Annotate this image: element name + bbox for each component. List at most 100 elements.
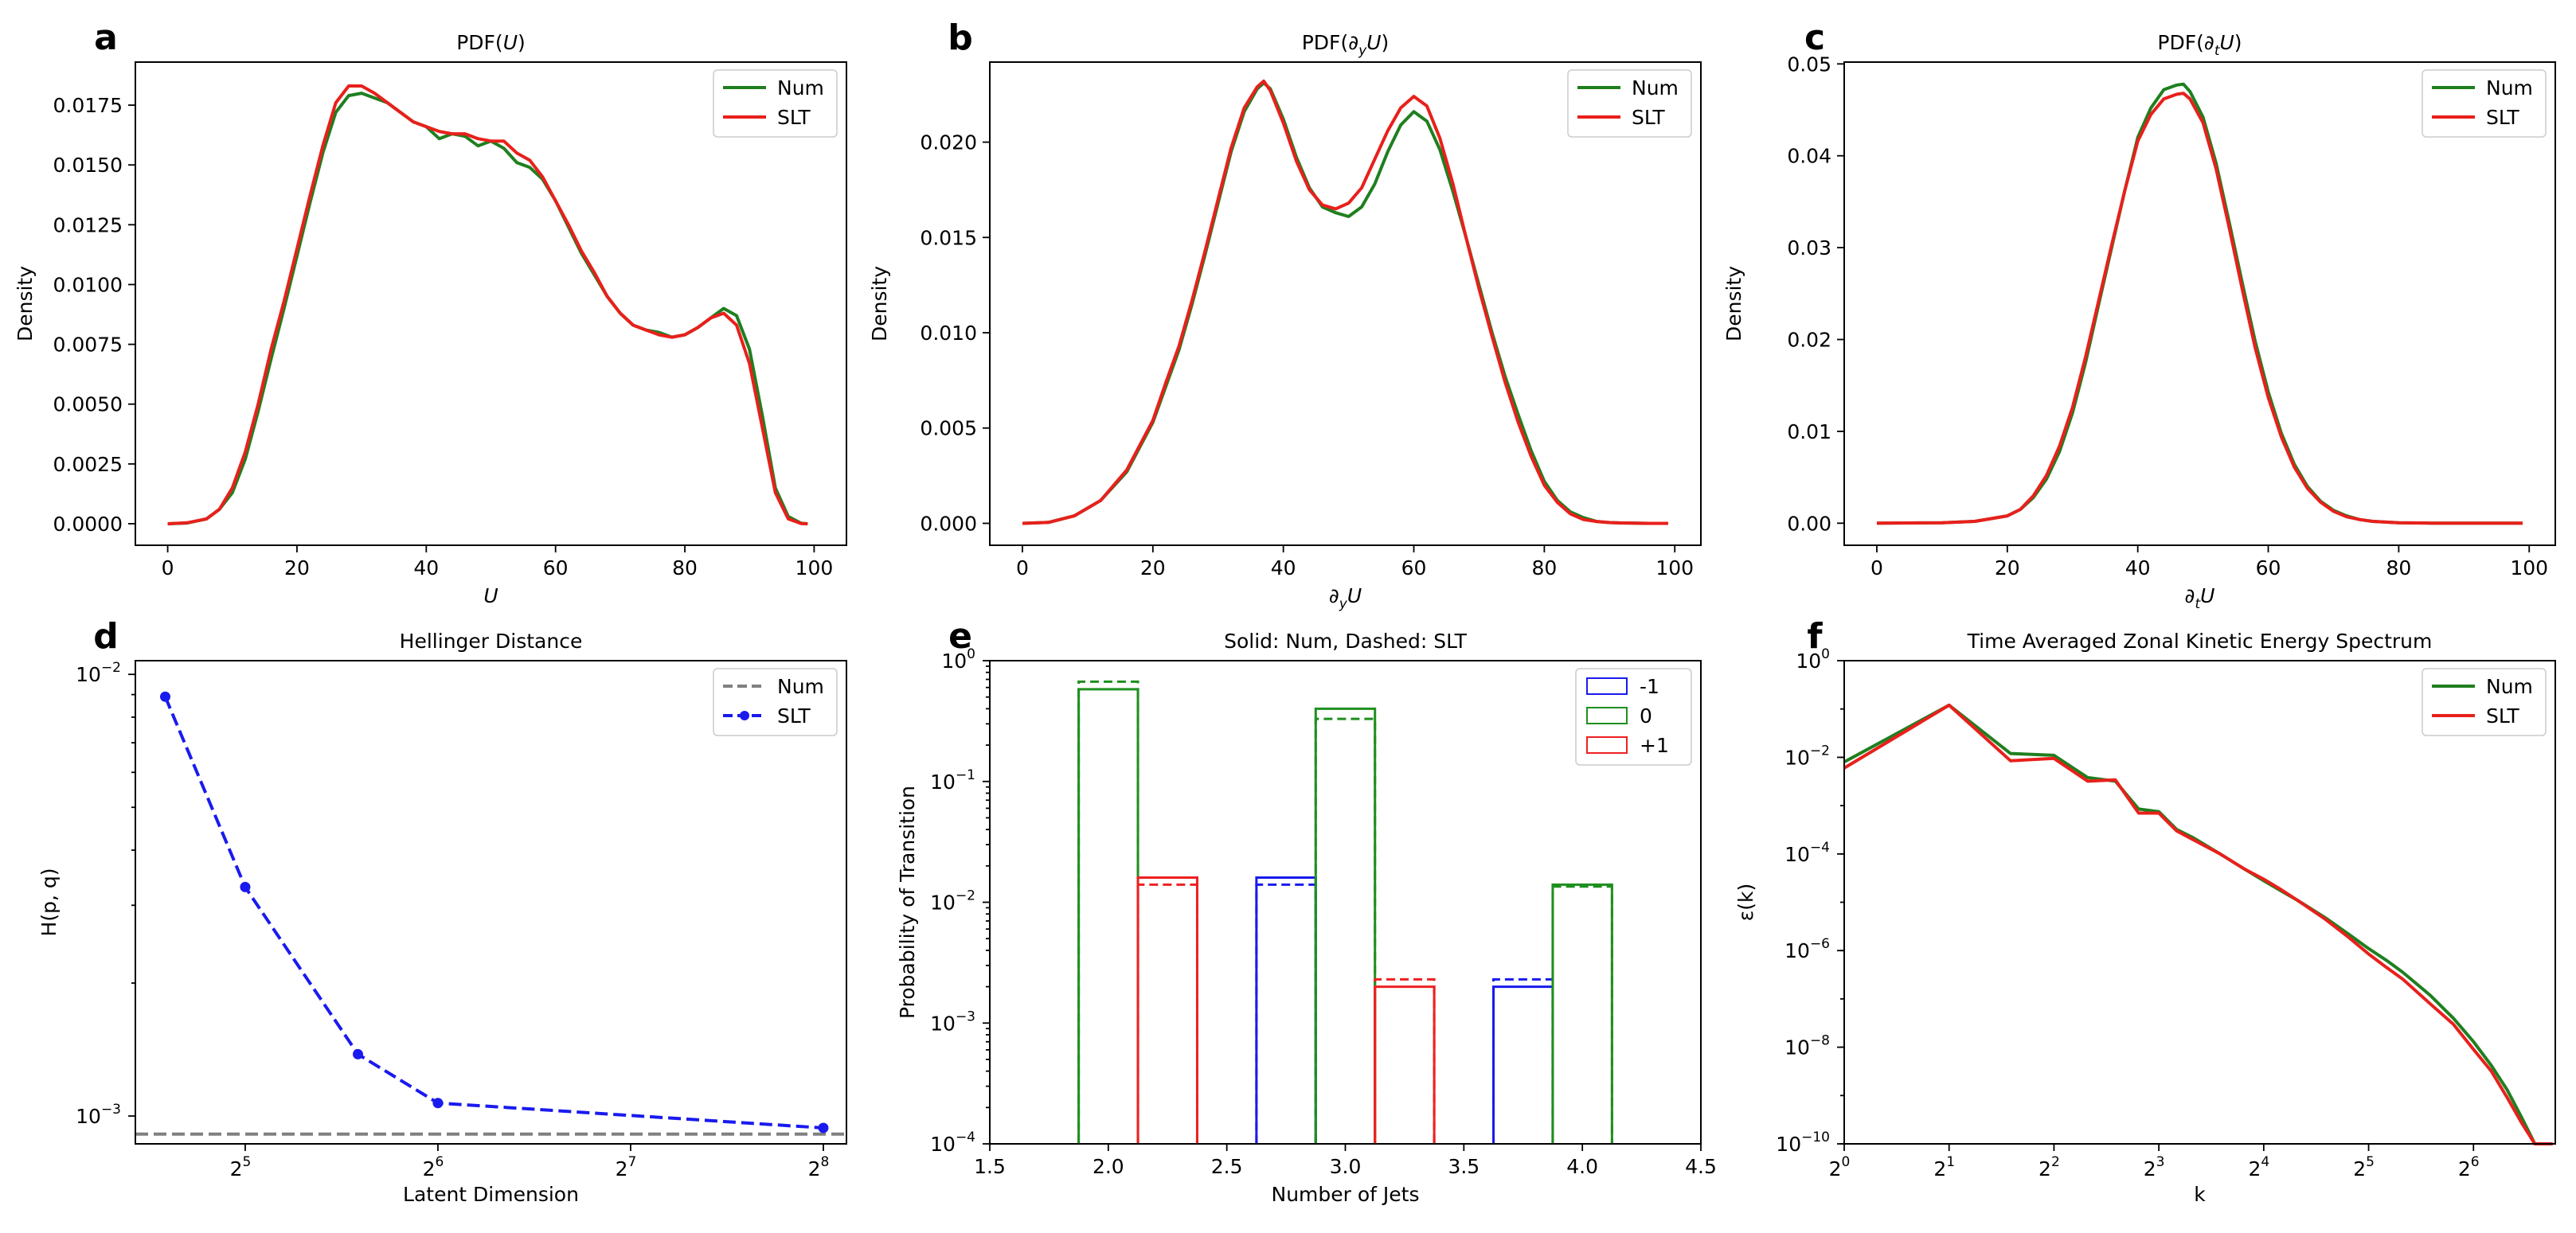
series-line-SLT [1022,79,1668,525]
panel-title: Hellinger Distance [400,630,583,653]
axes-frame [1843,61,2556,546]
x-tick-label: 1.5 [974,1155,1006,1178]
series-line-SLT [1876,92,2523,525]
y-tick-label: 10−10 [1776,1130,1830,1156]
legend-patch [1586,707,1628,724]
series-line-Num [1876,82,2523,525]
x-tick-label: 3.0 [1330,1155,1362,1178]
y-tick-label: 0.020 [920,131,977,154]
bar-num-0 [1314,707,1377,1144]
y-tick-label: 0.0075 [53,334,123,357]
y-tick-label: 10−3 [930,1009,975,1035]
legend-label: Num [2486,76,2533,99]
legend-entry-Num: Num [723,76,824,99]
legend-label: Num [2486,675,2533,698]
y-axis-label: Probability of Transition [896,786,919,1019]
bar-num-0 [1077,688,1139,1144]
legend-box [1575,668,1692,766]
legend-entry-Num: Num [2432,675,2533,698]
x-tick-label: 2.5 [1211,1155,1243,1178]
x-tick-label: 40 [1271,556,1296,579]
legend-label: SLT [1632,106,1665,129]
y-axis-label: Density [868,266,891,341]
x-tick-label: 0 [1016,556,1029,579]
legend-entry-SLT: SLT [2432,106,2519,129]
x-tick-label: 20 [1829,1154,1851,1180]
y-tick-label: 0.0100 [53,273,123,296]
y-tick-label: 0.0175 [53,94,123,117]
y-tick-label: 0.0150 [53,154,123,177]
x-tick-label: 100 [795,556,834,579]
x-tick-label: 100 [2510,556,2548,579]
y-tick-label: 100 [1796,646,1830,673]
x-axis-label: Number of Jets [1272,1183,1420,1206]
legend-entry-0: 0 [1586,704,1652,728]
y-axis-label: Density [1722,266,1745,341]
x-tick-label: 26 [2458,1154,2480,1180]
legend-label: -1 [1640,675,1659,698]
x-tick-label: 20 [1140,556,1166,579]
series-line-Num [1022,81,1668,525]
y-tick-label: 10−1 [930,767,975,794]
x-tick-label: 40 [413,556,439,579]
series-line-SLT [167,84,808,525]
y-tick-label: 0.010 [920,322,977,345]
y-tick-label: 0.000 [920,512,977,535]
panel-letter: b [948,18,973,58]
x-tick-label: 60 [2256,556,2281,579]
y-tick-label: 10−2 [76,660,121,686]
x-tick-label: 40 [2125,556,2151,579]
x-axis-label: U [483,584,498,607]
bar-slt-0 [1551,885,1613,1144]
x-tick-label: 27 [616,1154,637,1180]
x-tick-label: 0 [1870,556,1883,579]
x-tick-label: 60 [543,556,569,579]
bar-num--1 [1255,876,1317,1144]
x-tick-label: 24 [2248,1154,2269,1180]
x-tick-label: 28 [808,1154,830,1180]
legend-label: 0 [1640,704,1652,728]
legend-entry-Num: Num [1577,76,1679,99]
panel-title: PDF(∂yU) [1302,31,1390,59]
series-point-SLT [432,1098,444,1109]
y-axis-label: ε(k) [1734,884,1757,922]
x-tick-label: 20 [1995,556,2020,579]
panel-c: c PDF(∂tU) ∂tU Density 0 20 40 60 80 100 0.00 0.01 0… [1722,18,2556,612]
bar-num--1 [1492,985,1554,1144]
legend-entry--1: -1 [1586,675,1659,698]
x-axis-label: ∂yU [1329,584,1362,612]
y-tick-label: 0.04 [1787,145,1831,168]
legend-entry-SLT: SLT [2432,704,2519,728]
panel-letter: f [1807,616,1823,657]
bar-slt-+1 [1136,883,1198,1144]
x-tick-label: 25 [2353,1154,2375,1180]
y-tick-label: 0.005 [920,417,977,440]
x-tick-label: 25 [230,1154,252,1180]
x-tick-label: 60 [1401,556,1427,579]
bar-num-+1 [1374,985,1436,1144]
x-axis-label: Latent Dimension [403,1183,579,1206]
x-tick-label: 2.0 [1093,1155,1124,1178]
y-tick-label: 0.0000 [53,513,123,536]
x-tick-label: 22 [2039,1154,2060,1180]
x-tick-label: 4.5 [1685,1155,1717,1178]
series-line-Num [1843,703,2553,1145]
x-tick-label: 20 [284,556,310,579]
bar-slt--1 [1255,883,1317,1144]
series-line-SLT [163,696,824,1130]
y-tick-label: 10−6 [1784,936,1830,962]
x-tick-label: 4.0 [1566,1155,1598,1178]
legend-patch [1586,736,1628,754]
panel-title: PDF(∂tU) [2157,31,2242,59]
panel-letter: a [94,18,118,58]
panel-letter: d [93,616,119,657]
legend-entry-SLT: SLT [723,106,811,129]
legend-label: SLT [777,106,811,129]
x-tick-label: 21 [1933,1154,1955,1180]
y-tick-label: 0.05 [1787,53,1831,76]
legend-label: SLT [2486,106,2519,129]
y-tick-label: 0.03 [1787,236,1831,259]
series-point-SLT [818,1122,829,1134]
panel-letter: e [948,616,972,657]
